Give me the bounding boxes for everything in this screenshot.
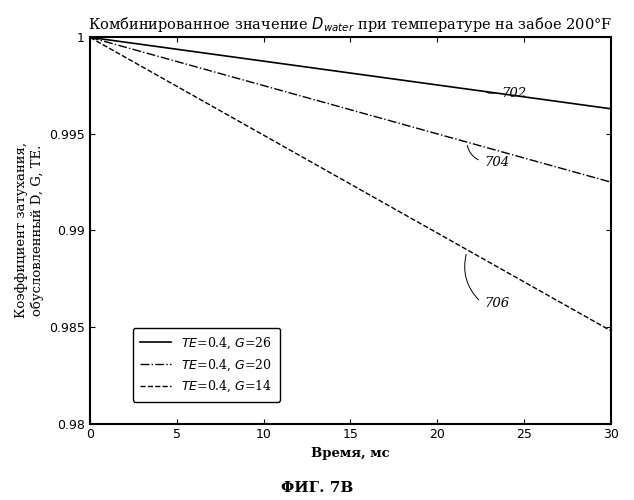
Text: 706: 706 (484, 298, 509, 310)
Legend: $\mathit{TE}$=0.4, $\mathit{G}$=26, $\mathit{TE}$=0.4, $\mathit{G}$=20, $\mathit: $\mathit{TE}$=0.4, $\mathit{G}$=26, $\ma… (133, 328, 280, 402)
Title: Комбинированное значение $\mathit{D}_{\mathit{water}}$ при температуре на забое : Комбинированное значение $\mathit{D}_{\m… (88, 15, 612, 34)
Text: 704: 704 (484, 156, 509, 170)
Text: 702: 702 (501, 87, 527, 100)
Y-axis label: Коэффициент затухания,
обусловленный D, G, TE.: Коэффициент затухания, обусловленный D, … (15, 142, 44, 318)
Text: ΦИГ. 7В: ΦИГ. 7В (281, 481, 353, 495)
X-axis label: Время, мс: Время, мс (311, 447, 390, 460)
